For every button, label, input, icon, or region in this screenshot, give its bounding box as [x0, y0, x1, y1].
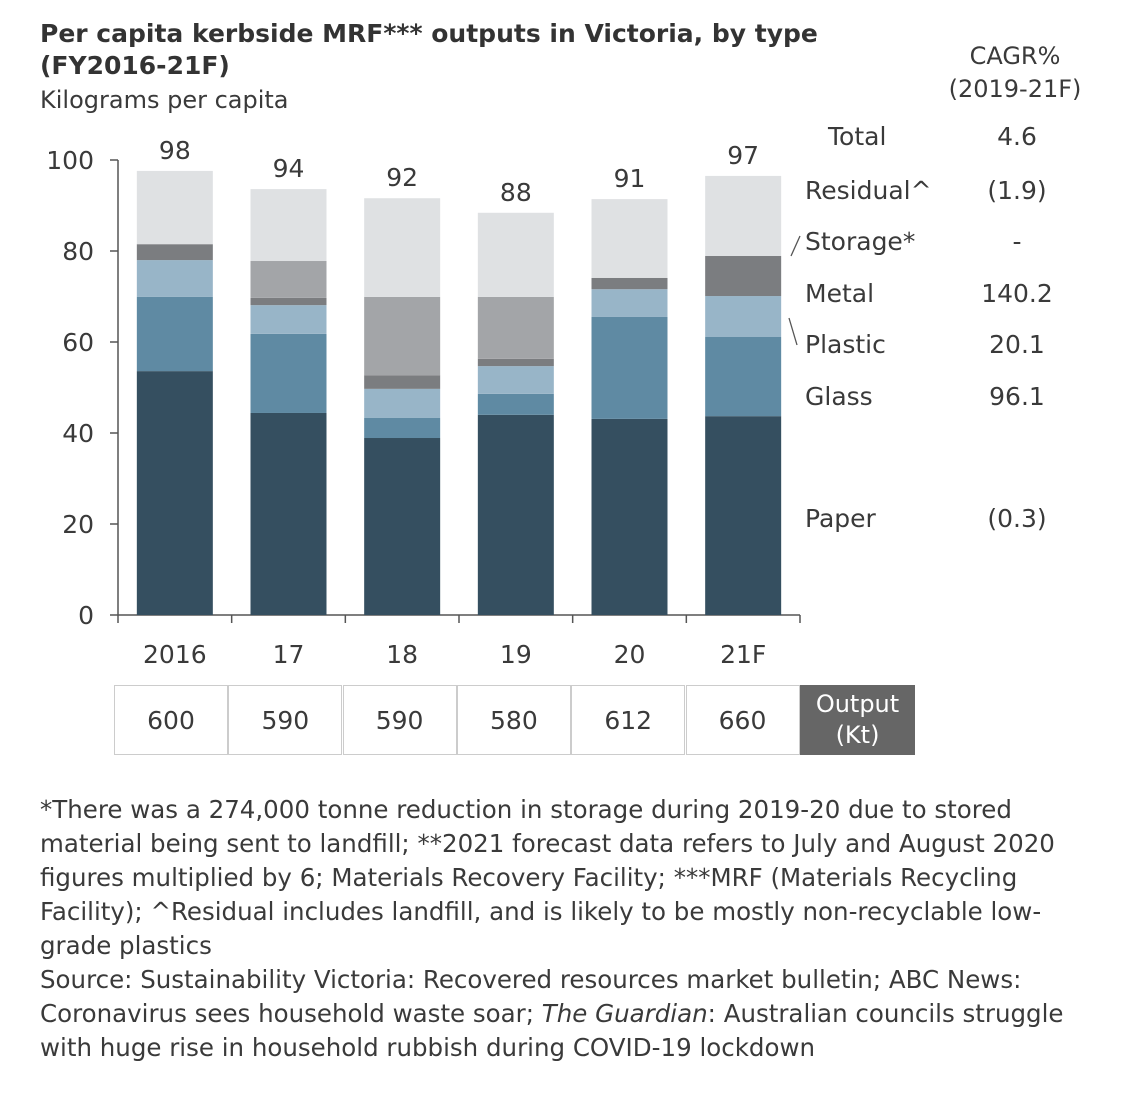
cagr-value: 4.6 — [997, 122, 1037, 151]
bar-total-label: 91 — [614, 164, 646, 193]
bar-segment-plastic — [136, 260, 213, 297]
output-label-line1: Output — [815, 690, 900, 718]
y-axis-label: Kilograms per capita — [40, 86, 289, 114]
footnotes: *There was a 274,000 tonne reduction in … — [40, 793, 1100, 1065]
bar-segment-paper — [705, 416, 782, 615]
bar-segment-glass — [250, 333, 327, 413]
cagr-header: CAGR% (2019-21F) — [948, 42, 1082, 103]
bar-segment-storage — [364, 296, 441, 376]
bar-segment-residual — [136, 170, 213, 245]
legend-connector-plastic — [788, 317, 798, 346]
bar-segment-paper — [364, 438, 441, 615]
bar-segment-storage — [250, 261, 327, 298]
source-text-2: : Australian councils struggle with huge… — [40, 999, 1064, 1062]
cagr-value: (1.9) — [987, 176, 1046, 205]
bar-segment-glass — [136, 296, 213, 372]
y-tick-label: 20 — [62, 510, 94, 539]
x-tick-label: 18 — [386, 640, 418, 669]
legend-label: Residual^ — [805, 176, 932, 205]
output-cell: 600 — [114, 685, 228, 755]
bar-segment-glass — [477, 393, 554, 415]
bar-segment-metal — [591, 277, 668, 290]
bar-segment-metal — [250, 297, 327, 306]
bar-total-label: 88 — [500, 178, 532, 207]
x-tick-label: 21F — [720, 640, 766, 669]
x-tick-label: 2016 — [143, 640, 207, 669]
chart-title: Per capita kerbside MRF*** outputs in Vi… — [40, 19, 818, 80]
bar-segment-plastic — [250, 305, 327, 334]
stacked-bar-chart: 0 20 40 60 80 100 98 2016 94 17 92 18 88 19 91 20 97 21F T… — [46, 122, 1053, 669]
footnote-source: Source: Sustainability Victoria: Recover… — [40, 963, 1100, 1065]
y-tick-label: 80 — [62, 237, 94, 266]
bar-segment-paper — [136, 371, 213, 615]
bar-segment-glass — [705, 336, 782, 417]
legend-label: Plastic — [805, 330, 886, 359]
output-cell: 590 — [228, 685, 343, 755]
x-tick-label: 20 — [614, 640, 646, 669]
bar-segment-paper — [591, 418, 668, 615]
cagr-value: 20.1 — [989, 330, 1045, 359]
cagr-value: - — [1012, 227, 1021, 256]
bar-segment-storage — [477, 296, 554, 359]
legend-label: Storage* — [805, 227, 915, 256]
legend-connector-storage — [790, 235, 801, 257]
y-tick-label: 60 — [62, 328, 94, 357]
bar-segment-plastic — [591, 289, 668, 317]
bar-segment-metal — [477, 358, 554, 367]
y-tick-label: 100 — [46, 146, 94, 175]
bar-segment-glass — [364, 417, 441, 439]
bar-segment-paper — [477, 414, 554, 615]
bar-segment-glass — [591, 316, 668, 419]
cagr-value: (0.3) — [987, 504, 1046, 533]
bar-segment-paper — [250, 412, 327, 615]
bar-total-label: 94 — [273, 154, 305, 183]
source-italic: The Guardian — [541, 999, 708, 1028]
x-tick-label: 17 — [273, 640, 305, 669]
legend-label: Glass — [805, 382, 873, 411]
cagr-value: 140.2 — [981, 279, 1053, 308]
bar-segment-residual — [364, 198, 441, 297]
bar-segment-residual — [591, 199, 668, 278]
output-cell: 612 — [571, 685, 686, 755]
output-cell: 660 — [685, 685, 800, 755]
bar-segment-residual — [705, 175, 782, 257]
output-label-line2: (Kt) — [835, 721, 880, 749]
footnote-notes: *There was a 274,000 tonne reduction in … — [40, 795, 1055, 960]
legend-label: Total — [827, 122, 886, 151]
bar-segment-metal — [136, 244, 213, 261]
x-tick-label: 19 — [500, 640, 532, 669]
bar-total-label: 98 — [159, 136, 191, 165]
legend-label: Metal — [805, 279, 874, 308]
bar-segment-plastic — [364, 388, 441, 418]
output-cell: 580 — [456, 685, 571, 755]
y-tick-label: 0 — [78, 601, 94, 630]
bar-segment-residual — [250, 189, 327, 262]
y-tick-label: 40 — [62, 419, 94, 448]
output-label: Output (Kt) — [800, 685, 915, 755]
legend-label: Paper — [805, 504, 877, 533]
bar-segment-metal — [364, 375, 441, 389]
bar-segment-plastic — [477, 366, 554, 394]
bar-segment-metal — [705, 256, 782, 297]
output-cell: 590 — [342, 685, 457, 755]
bar-total-label: 92 — [386, 163, 418, 192]
bar-segment-plastic — [705, 296, 782, 337]
bar-segment-residual — [477, 212, 554, 297]
bar-total-label: 97 — [727, 141, 759, 170]
source-text: Source: Sustainability Victoria: Recover… — [40, 965, 1022, 1028]
cagr-value: 96.1 — [989, 382, 1045, 411]
